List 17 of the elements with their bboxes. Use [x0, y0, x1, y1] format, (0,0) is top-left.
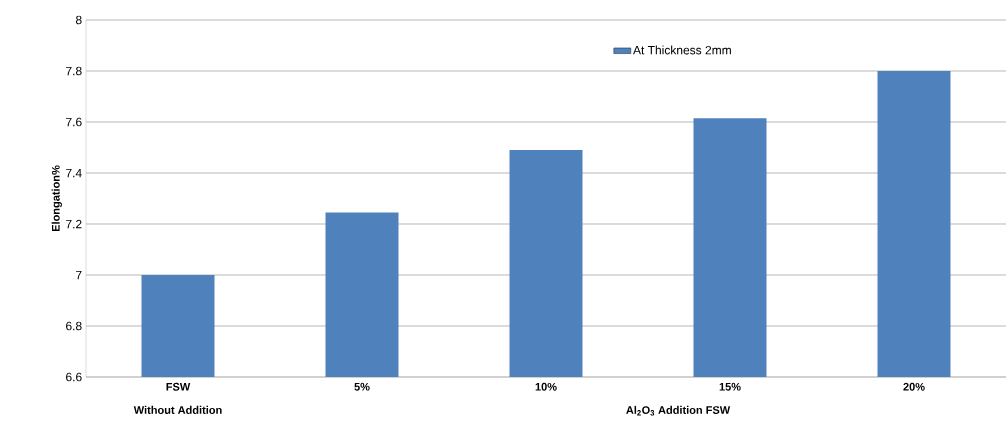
y-tick-label: 7.2	[66, 219, 82, 229]
text: Without Addition	[133, 405, 222, 414]
x-axis-title: Al$_{2}$O$_{3}$ Addition FSW	[626, 405, 731, 416]
x-tick-label: 10%	[535, 382, 557, 391]
x-tick-label: 15%	[719, 382, 741, 391]
y-tick-label: 7.4	[66, 168, 82, 178]
legend-label: At Thickness 2mm	[633, 45, 731, 55]
y-tick-label: 7	[76, 270, 82, 280]
y-tick-label: 7.8	[66, 66, 82, 76]
x-tick-label: 20%	[903, 382, 925, 391]
y-tick-label: 6.6	[66, 372, 82, 382]
y-tick-label: 7.6	[66, 117, 82, 127]
x-tick-label: 5%	[354, 382, 370, 391]
y-tick-label: 8	[75, 15, 82, 25]
y-tick-label: 6.8	[66, 321, 82, 331]
y-axis-title: Elongation%	[51, 165, 62, 232]
x-tick-label: FSW	[166, 382, 191, 391]
